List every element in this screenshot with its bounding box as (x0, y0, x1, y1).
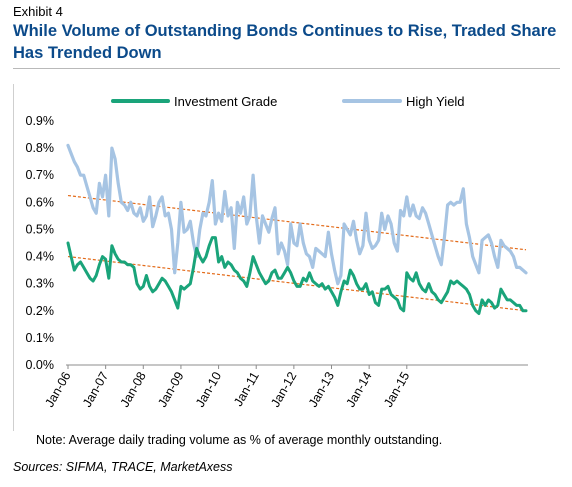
x-tick-label: Jan-10 (193, 369, 224, 409)
x-tick-label: Jan-08 (118, 369, 149, 409)
series-line-high-yield (66, 143, 528, 286)
series-line-investment-grade (66, 236, 528, 315)
header-divider (13, 68, 560, 69)
y-tick-label: 0.1% (26, 331, 55, 345)
chart-title: While Volume of Outstanding Bonds Contin… (13, 22, 557, 62)
x-tick-label: Jan-11 (231, 369, 262, 408)
legend-label-investment-grade: Investment Grade (174, 94, 277, 109)
legend-label-high-yield: High Yield (406, 94, 465, 109)
sources: Sources: SIFMA, TRACE, MarketAxess (13, 460, 233, 474)
y-tick-label: 0.0% (26, 358, 55, 372)
left-border (13, 84, 14, 431)
x-tick-label: Jan-09 (155, 369, 186, 409)
x-axis: Jan-06 Jan-07 Jan-08 Jan-09 Jan-10 Jan-11 Jan-… (42, 364, 528, 410)
exhibit-label: Exhibit 4 (13, 4, 63, 19)
y-tick-label: 0.6% (26, 195, 55, 209)
y-tick-label: 0.3% (26, 277, 55, 291)
x-tick-label: Jan-13 (306, 369, 337, 409)
y-tick-label: 0.7% (26, 168, 55, 182)
y-tick-label: 0.4% (26, 250, 55, 264)
chart-area: Investment Grade High Yield 0.0%0.1%0.2%0… (26, 94, 528, 410)
x-tick-label: Jan-15 (381, 369, 412, 409)
x-tick-label: Jan-14 (344, 369, 375, 409)
x-tick-label: Jan-12 (268, 369, 299, 409)
y-axis: 0.0% 0.1% 0.2% 0.3% 0.4% 0.5% 0.6% 0.7% 0.8% 0.9% (26, 114, 55, 372)
y-tick-label: 0.5% (26, 222, 55, 236)
legend: Investment Grade High Yield (111, 94, 465, 109)
y-tick-label: 0.2% (26, 304, 55, 318)
trendline (67, 194, 527, 251)
x-tick-label: Jan-07 (80, 369, 111, 409)
footnote: Note: Average daily trading volume as % … (36, 433, 443, 447)
x-tick-label: Jan-06 (42, 369, 73, 409)
y-tick-label: 0.9% (26, 114, 55, 128)
series-lines (66, 143, 528, 315)
y-tick-label: 0.8% (26, 141, 55, 155)
